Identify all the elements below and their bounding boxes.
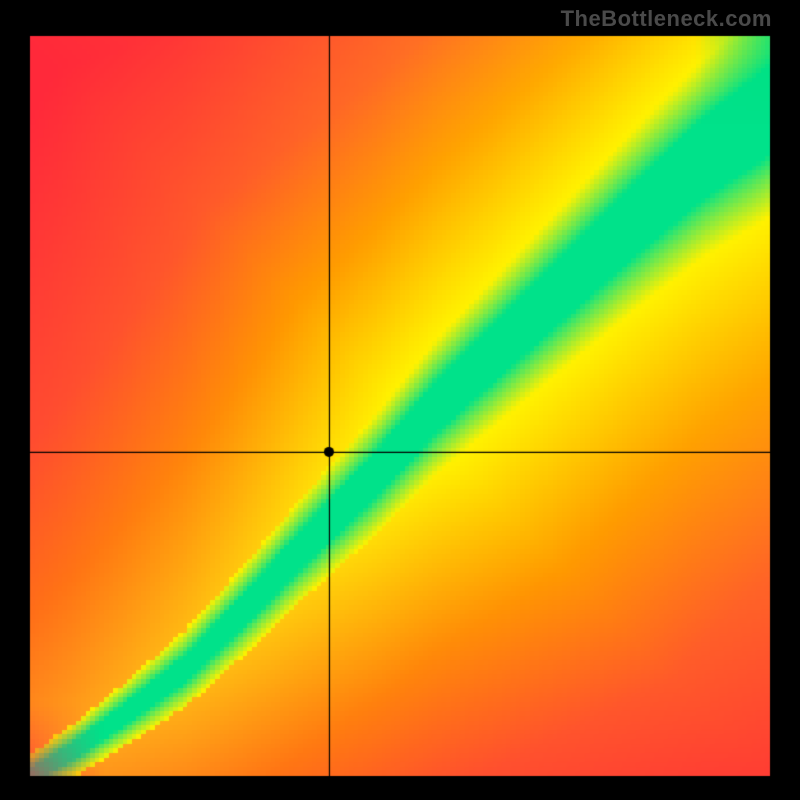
chart-frame: TheBottleneck.com (0, 0, 800, 800)
bottleneck-heatmap-canvas (0, 0, 800, 800)
watermark-text: TheBottleneck.com (561, 6, 772, 32)
